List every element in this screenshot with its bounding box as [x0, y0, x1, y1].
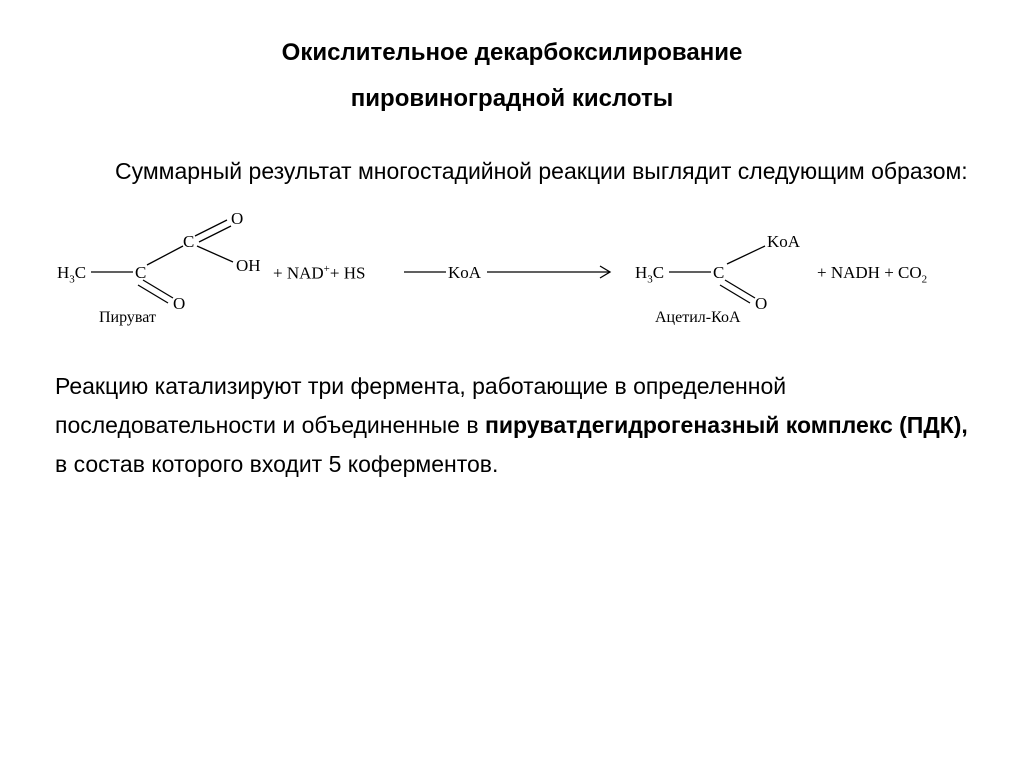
document-page: Окислительное декарбоксилирование пирови… — [0, 0, 1024, 504]
page-title: Окислительное декарбоксилирование пирови… — [55, 30, 969, 121]
acetyl-label: Ацетил-КоА — [655, 309, 741, 327]
body-text-run: в состав которого входит 5 коферментов. — [55, 451, 498, 477]
pyruvate-c2: C — [183, 232, 194, 252]
body-paragraph: Реакцию катализируют три фермента, работ… — [55, 367, 969, 484]
intro-paragraph: Суммарный результат многостадийной реакц… — [55, 149, 969, 194]
title-line-1: Окислительное декарбоксилирование — [55, 30, 969, 76]
products-tail: + NADH + CO2 — [817, 263, 927, 285]
pyruvate-label: Пируват — [99, 309, 156, 327]
pyruvate-oh: OH — [236, 256, 261, 276]
reaction-scheme: H3C C C O OH O Пируват + NAD++ HS KoA H3… — [55, 212, 975, 337]
koa-left: KoA — [448, 263, 481, 283]
acetyl-o: O — [755, 294, 767, 314]
pyruvate-o-top: O — [231, 209, 243, 229]
acetyl-koa: KoA — [767, 232, 800, 252]
acetyl-ch3: H3C — [635, 263, 664, 285]
pyruvate-o-bottom: O — [173, 294, 185, 314]
title-line-2: пировиноградной кислоты — [55, 76, 969, 122]
acetyl-c: C — [713, 263, 724, 283]
pyruvate-ch3: H3C — [57, 263, 86, 285]
reactants-tail: + NAD++ HS — [273, 263, 365, 284]
pyruvate-c1: C — [135, 263, 146, 283]
body-bold-run: пируватдегидрогеназный комплекс (ПДК), — [485, 412, 968, 438]
